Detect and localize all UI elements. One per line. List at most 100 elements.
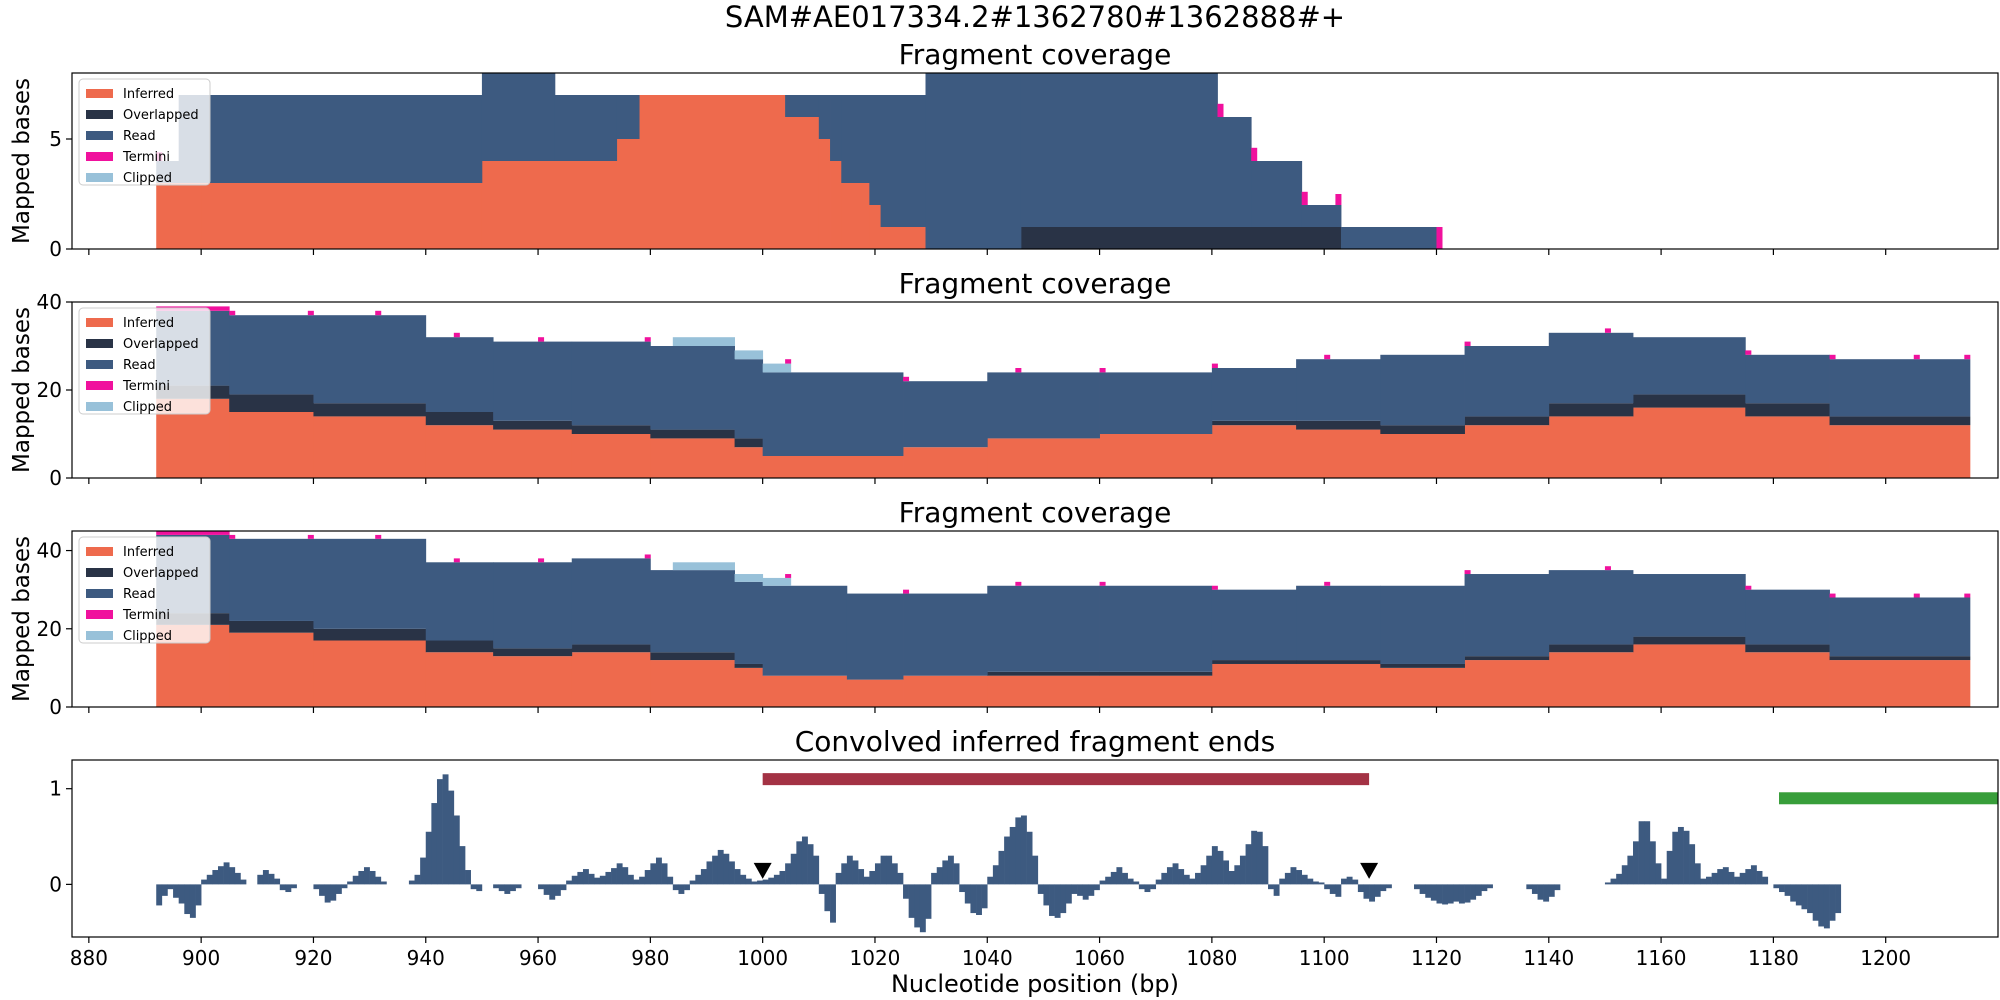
- legend-label-read: Read: [123, 129, 156, 144]
- end-bar: [874, 863, 881, 885]
- legend-swatch-clipped: [86, 402, 113, 411]
- end-bar: [1610, 878, 1617, 885]
- end-bar: [1284, 872, 1291, 885]
- coverage-inferred-mark: [830, 161, 842, 249]
- end-bar: [1380, 884, 1387, 892]
- end-bar: [1093, 884, 1100, 891]
- coverage-read-mark: [1341, 227, 1437, 249]
- coverage-read-mark: [1296, 359, 1381, 421]
- coverage-inferred-mark: [156, 183, 202, 249]
- end-bar: [1823, 884, 1830, 929]
- coverage-read-mark: [785, 95, 820, 117]
- legend-swatch-overlapped: [86, 110, 113, 119]
- end-bar: [1138, 884, 1145, 890]
- end-bar: [695, 874, 702, 885]
- coverage-termini-mark: [1464, 570, 1471, 575]
- end-bar: [1835, 884, 1842, 914]
- coverage-termini-mark: [1099, 581, 1106, 586]
- end-bar: [807, 844, 814, 885]
- end-bar: [684, 884, 690, 891]
- coverage-read-mark: [830, 95, 842, 161]
- coverage-inferred-mark: [1745, 416, 1830, 478]
- coverage-inferred-mark: [1296, 429, 1381, 478]
- end-bar: [914, 884, 921, 928]
- coverage-read-mark: [313, 315, 427, 404]
- end-bar: [560, 884, 567, 891]
- coverage-termini-mark: [1015, 368, 1022, 373]
- legend-swatch-clipped: [86, 173, 113, 182]
- coverage-read-mark: [1745, 354, 1830, 404]
- coverage-inferred-mark: [762, 675, 848, 707]
- end-bar: [1065, 884, 1072, 904]
- end-bar: [566, 880, 573, 885]
- end-bar: [779, 870, 786, 885]
- end-bar: [1369, 884, 1376, 902]
- coverage-read-mark: [903, 381, 988, 448]
- end-bar: [700, 869, 707, 885]
- coverage-overlapped-mark: [1548, 644, 1634, 653]
- end-bar: [1779, 884, 1785, 893]
- coverage-inferred-mark: [1296, 663, 1381, 707]
- end-bar: [717, 849, 724, 885]
- y-tick-label: 0: [49, 695, 62, 719]
- coverage-read-mark: [846, 593, 904, 680]
- end-bar: [964, 884, 971, 904]
- end-bar: [1239, 855, 1246, 885]
- end-bar: [330, 884, 337, 901]
- end-bar: [420, 857, 427, 885]
- y-tick-label: 1: [49, 777, 62, 801]
- coverage-inferred-mark: [846, 679, 904, 707]
- end-bar: [594, 877, 601, 885]
- coverage-overlapped-mark: [987, 671, 1213, 676]
- coverage-read-mark: [1745, 589, 1830, 645]
- end-bar: [1414, 884, 1420, 890]
- end-bar: [1312, 881, 1319, 885]
- panel-frame: [71, 530, 1999, 708]
- coverage-overlapped-mark: [313, 403, 427, 417]
- legend-swatch-inferred: [86, 318, 113, 327]
- end-bar: [1296, 870, 1303, 885]
- end-bar: [173, 884, 179, 898]
- end-bar: [1161, 872, 1168, 885]
- end-bar: [852, 860, 859, 885]
- coverage-clipped-mark: [734, 574, 764, 582]
- coverage-termini-mark: [1211, 585, 1218, 590]
- end-bar: [942, 860, 949, 885]
- coverage-overlapped-mark: [734, 438, 764, 448]
- coverage-overlapped-mark: [1020, 227, 1342, 249]
- end-bar: [903, 884, 909, 899]
- coverage-read-mark: [178, 95, 483, 183]
- end-bar: [605, 871, 612, 885]
- end-bar: [319, 884, 325, 896]
- legend: Inferred Overlapped Read Termini Clipped: [78, 78, 211, 186]
- coverage-termini-mark: [1099, 368, 1106, 373]
- end-bar: [1262, 846, 1269, 885]
- end-bar: [976, 884, 982, 915]
- coverage-read-mark: [1211, 368, 1297, 421]
- end-bar: [448, 790, 455, 885]
- end-bar: [1318, 882, 1325, 885]
- coverage-inferred-mark: [425, 652, 494, 707]
- end-bar: [1487, 884, 1493, 889]
- end-bar: [290, 884, 297, 889]
- end-bar: [633, 879, 640, 885]
- y-tick-label: 20: [37, 378, 62, 402]
- coverage-termini-mark: [1745, 350, 1752, 355]
- end-bar: [509, 884, 516, 892]
- coverage-read-mark: [481, 73, 556, 161]
- end-bar: [515, 884, 522, 889]
- end-bar: [768, 877, 775, 885]
- end-bar: [582, 869, 589, 885]
- end-bar: [347, 881, 354, 885]
- coverage-overlapped-mark: [493, 420, 573, 430]
- end-bar: [274, 878, 281, 885]
- x-tick-label: 1120: [1411, 946, 1462, 970]
- coverage-inferred-mark: [880, 227, 926, 249]
- x-tick-label: 1200: [1860, 946, 1911, 970]
- end-bar: [206, 874, 213, 885]
- end-bar: [1829, 884, 1836, 921]
- legend-swatch-termini: [86, 152, 113, 161]
- x-tick-label: 960: [519, 946, 557, 970]
- coverage-read-mark: [903, 593, 988, 676]
- legend-label-overlapped: Overlapped: [123, 337, 199, 352]
